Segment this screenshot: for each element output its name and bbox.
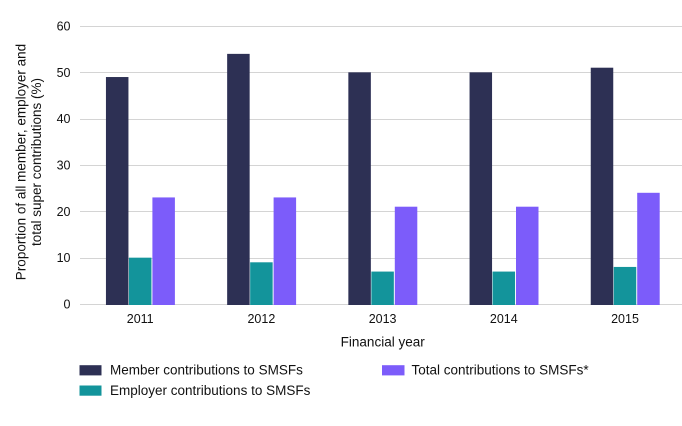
svg-text:30: 30 [57, 159, 71, 173]
svg-text:50: 50 [57, 66, 71, 80]
svg-text:10: 10 [57, 251, 71, 265]
svg-text:20: 20 [57, 205, 71, 219]
svg-text:0: 0 [64, 298, 71, 312]
svg-text:Total contributions to SMSFs*: Total contributions to SMSFs* [412, 363, 590, 378]
svg-text:Proportion of all member, empl: Proportion of all member, employer and [14, 44, 29, 280]
svg-text:Employer contributions to SMSF: Employer contributions to SMSFs [110, 383, 311, 398]
svg-text:2013: 2013 [369, 312, 397, 326]
svg-text:2011: 2011 [127, 312, 154, 326]
svg-text:Member contributions to SMSFs: Member contributions to SMSFs [110, 363, 303, 378]
svg-text:2014: 2014 [490, 312, 518, 326]
svg-text:2012: 2012 [247, 312, 275, 326]
svg-text:60: 60 [57, 20, 71, 34]
svg-text:total super contributions (%): total super contributions (%) [29, 78, 44, 246]
svg-text:Financial year: Financial year [341, 335, 426, 350]
svg-text:40: 40 [57, 112, 71, 126]
svg-text:2015: 2015 [611, 312, 639, 326]
